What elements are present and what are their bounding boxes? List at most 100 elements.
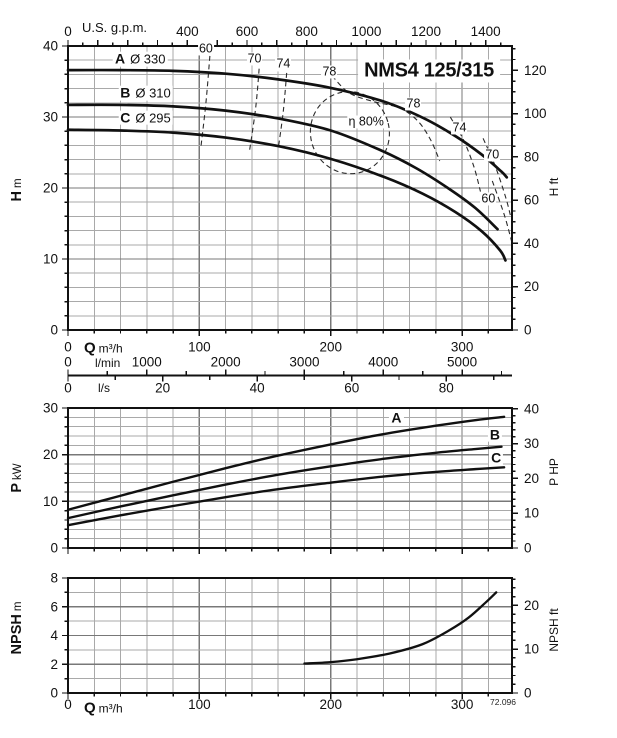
power-left-tick-label: 10 [43, 494, 58, 509]
pump-model-title: NMS4 125/315 [358, 59, 500, 83]
npsh-bottom-tick-label: 0 [64, 697, 72, 712]
gpm-axis-title: U.S. g.p.m. [82, 20, 148, 35]
head-right-tick-label: 80 [524, 149, 539, 164]
gpm-tick-label: 1400 [471, 24, 501, 39]
power-left-tick-label: 0 [50, 541, 58, 556]
efficiency-label: 78 [321, 64, 338, 79]
power-right-tick-label: 20 [524, 471, 539, 486]
npsh-right-tick-label: 0 [524, 686, 532, 701]
flow-ls-tick-label: 80 [439, 381, 454, 396]
gpm-tick-label: 1200 [411, 24, 441, 39]
flow-ls-tick-label: 0 [64, 381, 72, 396]
head-left-tick-label: 0 [50, 323, 58, 338]
flow-ls-tick-label: 20 [155, 381, 170, 396]
npsh-left-axis-unit: m [12, 601, 24, 612]
gpm-tick-label: 400 [176, 24, 199, 39]
curve-label-A: A [389, 409, 404, 426]
efficiency-contour-74 [277, 64, 288, 150]
npsh-curve-NPSH [303, 591, 498, 665]
curve-label-C: C [489, 449, 504, 466]
power-left-tick-label: 20 [43, 447, 58, 462]
efficiency-label: 70 [246, 51, 263, 66]
flow-ls-tick-label: 40 [250, 381, 265, 396]
head-right-tick-label: 100 [524, 106, 547, 121]
flow-m3h-tick-label: 200 [319, 340, 342, 355]
head-left-tick-label: 30 [43, 110, 58, 125]
npsh-curves [303, 591, 498, 665]
head-left-tick-label: 20 [43, 181, 58, 196]
flow-m3h-tick-label: 100 [188, 340, 211, 355]
power-left-axis-symbol: P [9, 482, 25, 493]
npsh-left-tick-label: 8 [50, 571, 58, 586]
power-curve-C [66, 466, 506, 527]
power-right-axis-label: P HP [547, 458, 561, 486]
efficiency-label: 60 [480, 191, 497, 206]
power-right-tick-label: 0 [524, 541, 532, 556]
power-chart: 0 10 20 30 0 10 20 30 40 [43, 401, 539, 556]
efficiency-label: 78 [405, 96, 422, 111]
efficiency-contour-60 [491, 180, 513, 243]
head-right-tick-label: 40 [524, 236, 539, 251]
power-left-axis-unit: kW [12, 463, 24, 480]
flow-ls-tick-label: 60 [344, 381, 359, 396]
npsh-grid [68, 578, 512, 693]
npsh-right-axis-label: NPSH ft [547, 608, 561, 652]
npsh-left-tick-label: 2 [50, 657, 58, 672]
flow-lmin-tick-label: 4000 [368, 355, 398, 370]
power-right-tick-label: 40 [524, 401, 539, 416]
npsh-left-tick-label: 0 [50, 686, 58, 701]
efficiency-80-ellipse [309, 90, 390, 175]
head-chart: 0 400 600 800 1000 1200 1400010203040020406080… [43, 24, 547, 396]
head-left-axis-symbol: H [9, 191, 25, 202]
flow-m3h-tick-label: 300 [451, 340, 474, 355]
power-curve-B [66, 445, 503, 520]
flow-lmin-tick-label: 3000 [289, 355, 319, 370]
head-left-tick-label: 40 [43, 39, 58, 54]
npsh-left-axis-label: NPSH m [9, 602, 25, 655]
head-left-tick-label: 10 [43, 252, 58, 267]
npsh-ticks [62, 577, 518, 699]
efficiency-contour-60 [200, 55, 211, 150]
efficiency-label: 74 [451, 120, 468, 135]
head-curve-A [66, 68, 509, 179]
flow-lmin-tick-label: 0 [64, 355, 72, 370]
curve-label-B: B [487, 426, 502, 443]
head-left-axis-unit: m [12, 178, 24, 189]
head-right-tick-label: 60 [524, 193, 539, 208]
head-right-tick-label: 20 [524, 279, 539, 294]
npsh-left-tick-label: 4 [50, 628, 58, 643]
flow-lmin-tick-label: 2000 [211, 355, 241, 370]
efficiency-label: 70 [484, 147, 501, 162]
npsh-left-axis-symbol: NPSH [9, 614, 25, 655]
flow-lmin-tick-label: 5000 [447, 355, 477, 370]
efficiency-contours [200, 55, 513, 243]
power-curves [66, 415, 506, 527]
head-left-axis-label: Hm [9, 178, 25, 201]
head-right-tick-label: 120 [524, 63, 547, 78]
npsh-bottom-tick-label: 300 [451, 697, 474, 712]
drawing-number: 72.096 [490, 697, 516, 707]
power-left-axis-label: PkW [9, 463, 25, 492]
flow-ls-axis-title: l/s [98, 381, 110, 395]
flow-lmin-axis-title: l/min [95, 356, 121, 370]
efficiency-label: 74 [275, 56, 292, 72]
gpm-tick-label: 600 [236, 24, 259, 39]
power-plot-border [67, 407, 513, 549]
power-grid [68, 408, 512, 548]
head-curve-B [66, 103, 499, 231]
npsh-right-tick-label: 10 [524, 642, 539, 657]
power-curve-A [66, 415, 506, 511]
efficiency-label: η 80% [347, 114, 385, 129]
npsh-bottom-tick-label: 200 [319, 697, 342, 712]
efficiency-label: 60 [197, 41, 214, 56]
npsh-right-tick-label: 20 [524, 598, 539, 613]
